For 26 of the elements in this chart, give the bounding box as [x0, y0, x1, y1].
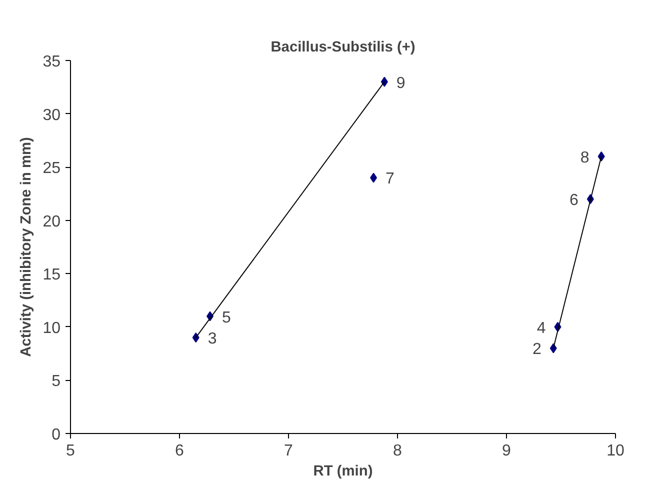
x-tick-label: 9	[502, 442, 512, 460]
x-tick-label: 6	[175, 442, 184, 460]
y-tick-label: 35	[42, 54, 61, 70]
y-tick-label: 25	[42, 160, 61, 178]
chart-title: Bacillus-Substilis (+)	[270, 40, 416, 56]
annotation: 8	[580, 149, 590, 166]
y-tick-label: 20	[42, 213, 61, 230]
x-axis-title: RT (min)	[313, 464, 373, 480]
x-tick-label: 5	[66, 442, 76, 460]
annotation: 5	[222, 309, 232, 326]
x-tick-label: 7	[284, 442, 294, 460]
annotation: 2	[532, 341, 542, 358]
x-tick-label: 8	[393, 442, 402, 460]
x-tick-label: 10	[606, 442, 624, 460]
y-tick-label: 30	[42, 106, 61, 124]
annotation: 6	[570, 192, 579, 210]
y-tick-label: 15	[42, 266, 61, 284]
y-axis-title: Activity (inhibitory Zone in mm)	[18, 136, 35, 357]
y-tick-label: 5	[52, 373, 61, 390]
y-tick-label: 10	[42, 320, 61, 337]
annotation: 9	[396, 74, 406, 92]
annotation: 3	[208, 330, 217, 348]
point	[370, 172, 378, 183]
annotation: 7	[386, 170, 395, 188]
annotation: 4	[536, 320, 546, 337]
y-tick-label: 0	[52, 426, 61, 444]
